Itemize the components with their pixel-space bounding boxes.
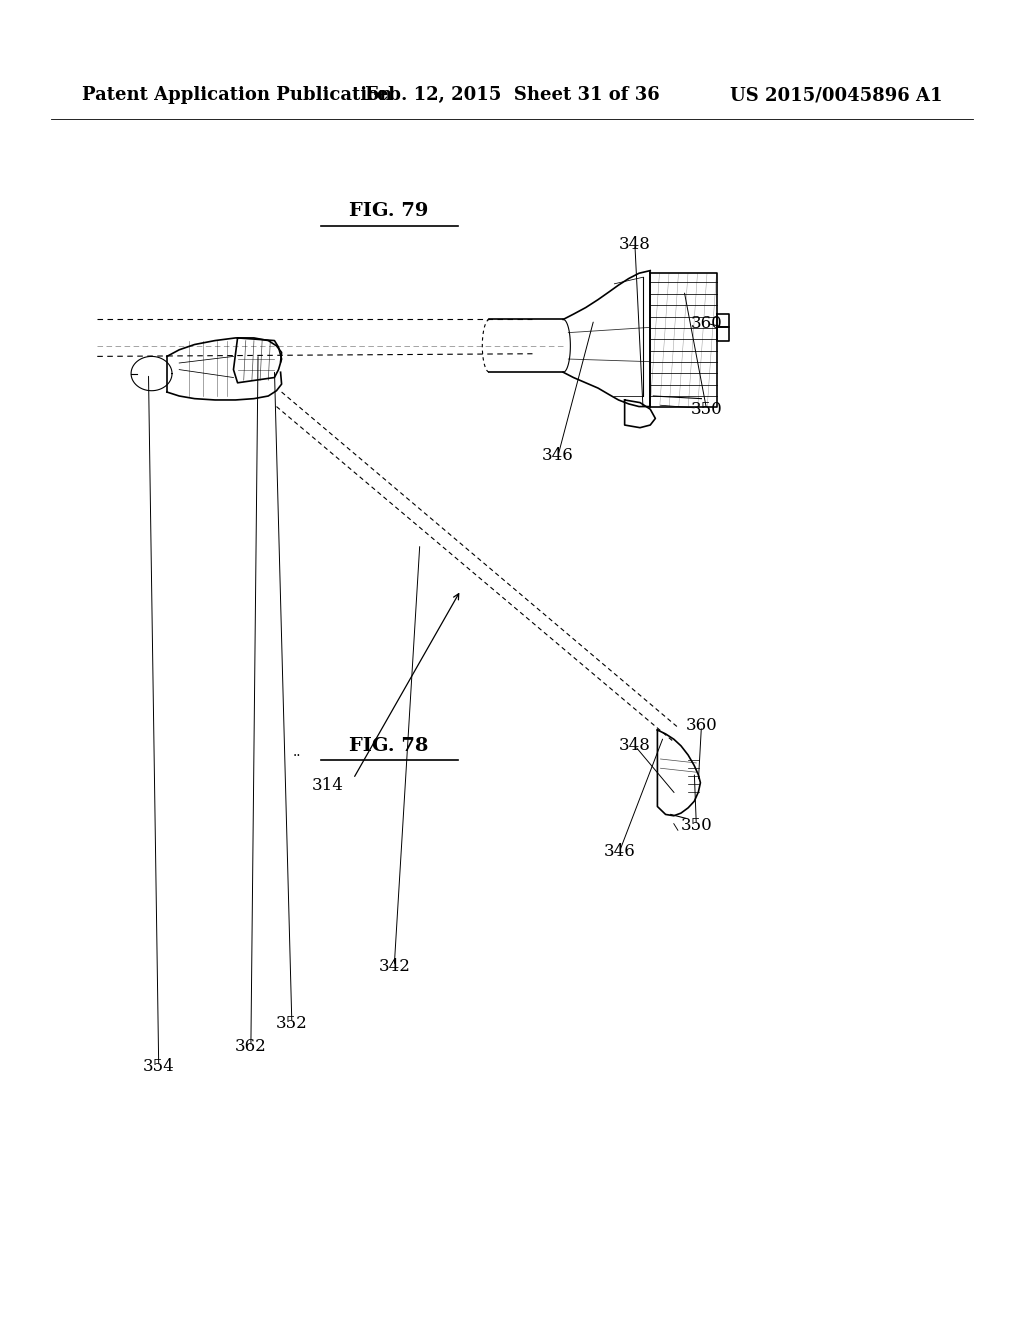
Text: 314: 314 [311,777,344,793]
Text: 360: 360 [685,718,718,734]
Text: 354: 354 [142,1059,175,1074]
Text: Feb. 12, 2015  Sheet 31 of 36: Feb. 12, 2015 Sheet 31 of 36 [365,86,659,104]
Text: 352: 352 [275,1015,308,1031]
Text: ..: .. [293,746,301,759]
Text: FIG. 79: FIG. 79 [349,202,429,220]
Text: 348: 348 [618,236,651,252]
Text: 362: 362 [234,1039,267,1055]
Text: 342: 342 [378,958,411,974]
Text: 350: 350 [680,817,713,833]
Text: 350: 350 [690,401,723,417]
Text: US 2015/0045896 A1: US 2015/0045896 A1 [729,86,942,104]
Text: Patent Application Publication: Patent Application Publication [82,86,392,104]
Text: FIG. 78: FIG. 78 [349,737,429,755]
Text: 346: 346 [603,843,636,859]
Text: 346: 346 [542,447,574,463]
Text: 348: 348 [618,738,651,754]
Text: 360: 360 [690,315,723,331]
